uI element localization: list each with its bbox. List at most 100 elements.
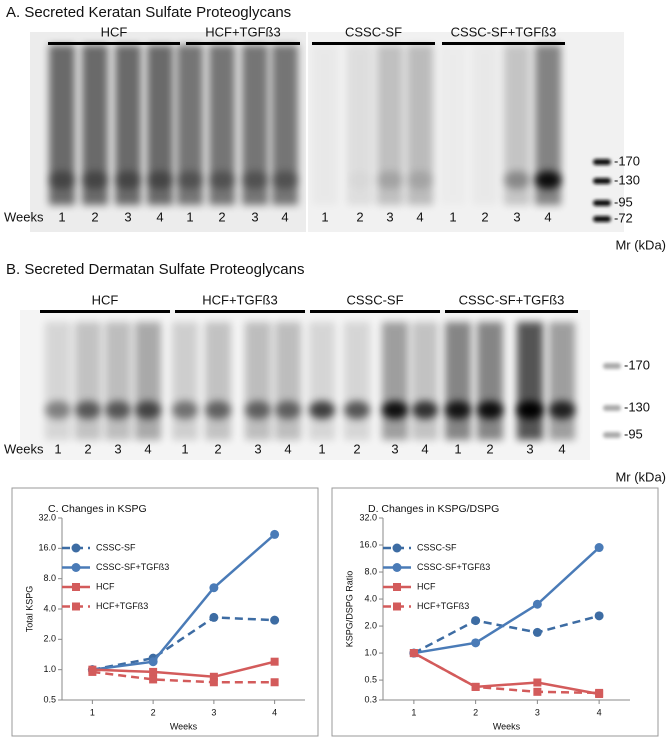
lane-label: 2 — [84, 441, 91, 456]
legend-label: CSSC-SF — [417, 542, 457, 552]
x-tick-label: 1 — [90, 707, 95, 717]
y-tick-label: 0.5 — [364, 674, 377, 684]
data-point — [209, 678, 218, 687]
data-point — [209, 583, 219, 593]
lane-band — [382, 401, 408, 419]
x-tick-label: 1 — [411, 707, 416, 717]
lane-smear — [309, 322, 335, 440]
lane-band — [272, 171, 298, 189]
legend-marker — [72, 583, 80, 591]
y-axis-label: KSPG/DSPG Ratio — [344, 571, 354, 648]
group-label: HCF+TGFß3 — [205, 24, 280, 39]
x-tick-label: 2 — [473, 707, 478, 717]
lane-band — [407, 171, 433, 189]
data-point — [270, 615, 280, 625]
ladder-band — [593, 200, 611, 206]
data-point — [532, 627, 542, 637]
group-bar — [312, 42, 435, 45]
blot-a-bands — [49, 45, 611, 222]
x-axis-label: Weeks — [170, 721, 198, 731]
chart-title: C. Changes in KSPG — [48, 503, 147, 515]
lane-label: 3 — [114, 441, 121, 456]
lane-band — [177, 171, 203, 189]
lane-label: 4 — [558, 441, 565, 456]
lane-label: 3 — [513, 209, 520, 224]
lane-label: 3 — [386, 209, 393, 224]
y-tick-label: 2.0 — [364, 620, 377, 630]
lane-label: 1 — [449, 209, 456, 224]
series-line — [92, 533, 276, 671]
lane-band — [377, 171, 403, 189]
data-point — [594, 543, 604, 553]
lane-band — [135, 401, 161, 419]
lane-smear — [347, 45, 373, 205]
lane-band — [412, 401, 438, 419]
marker-unit: Mr (kDa) — [615, 469, 666, 484]
series-line — [92, 660, 275, 679]
legend-marker — [392, 563, 402, 572]
legend-label: CSSC-SF+TGFß3 — [417, 562, 490, 572]
y-tick-label: 4.0 — [43, 603, 56, 613]
data-point — [594, 611, 604, 621]
row-label: Weeks — [4, 209, 44, 224]
lane-label: 2 — [353, 441, 360, 456]
marker-label: -170 — [614, 153, 640, 168]
y-tick-label: 8.0 — [43, 573, 56, 583]
ladder-band — [593, 178, 611, 184]
x-tick-label: 4 — [597, 707, 602, 717]
lane-band — [115, 171, 141, 189]
data-point — [209, 612, 219, 622]
lane-label: 1 — [58, 209, 65, 224]
lane-label: 2 — [486, 441, 493, 456]
lane-band — [105, 401, 131, 419]
data-point — [270, 657, 279, 666]
lane-band — [504, 171, 530, 189]
data-point — [209, 672, 218, 681]
lane-band — [347, 171, 373, 189]
x-tick-label: 3 — [211, 707, 216, 717]
legend-marker — [393, 583, 401, 591]
y-tick-label: 16.0 — [359, 539, 377, 549]
lane-band — [49, 171, 75, 189]
data-point — [149, 675, 158, 684]
group-bar — [48, 42, 180, 45]
lane-label: 4 — [156, 209, 163, 224]
lane-label: 3 — [251, 209, 258, 224]
ladder-band — [603, 405, 621, 411]
data-point — [471, 616, 481, 626]
lane-band — [477, 401, 503, 419]
group-bar — [310, 310, 440, 313]
legend-label: HCF — [417, 581, 436, 591]
lane-smear — [549, 322, 575, 440]
lane-smear — [517, 322, 543, 440]
data-point — [533, 678, 542, 687]
lane-label: 3 — [124, 209, 131, 224]
ladder-band — [603, 432, 621, 438]
lane-band — [75, 401, 101, 419]
ladder-band — [593, 159, 611, 165]
legend-marker — [392, 543, 402, 553]
group-label: CSSC-SF — [346, 292, 403, 307]
data-point — [532, 599, 542, 609]
lane-label: 1 — [54, 441, 61, 456]
data-point — [88, 667, 97, 676]
group-bar — [445, 310, 578, 313]
lane-smear — [344, 322, 370, 440]
y-tick-label: 16.0 — [38, 543, 56, 553]
blot-b-bands — [45, 322, 621, 440]
marker-label: -170 — [624, 357, 650, 372]
lane-band — [205, 401, 231, 419]
lane-label: 2 — [481, 209, 488, 224]
legend-label: CSSC-SF — [96, 542, 136, 552]
group-label: CSSC-SF+TGFß3 — [451, 24, 557, 39]
lane-band — [549, 401, 575, 419]
y-tick-label: 1.0 — [364, 647, 377, 657]
series-line — [413, 546, 600, 655]
lane-band — [172, 401, 198, 419]
x-tick-label: 3 — [535, 707, 540, 717]
marker-label: -130 — [614, 172, 640, 187]
lane-band — [517, 401, 543, 419]
data-point — [471, 682, 480, 691]
lane-smear — [45, 322, 71, 440]
